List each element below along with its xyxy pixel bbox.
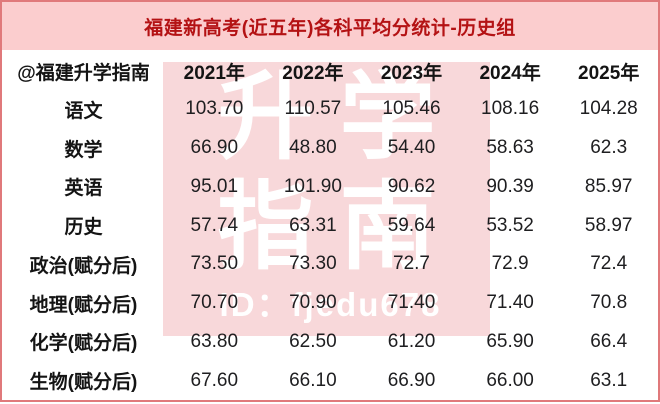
cell-politics-2023: 72.7 — [393, 253, 430, 275]
table-header-source: @福建升学指南 — [17, 62, 150, 84]
page-title: 福建新高考(近五年)各科平均分统计-历史组 — [144, 17, 516, 39]
cell-history-2025: 58.97 — [584, 214, 633, 236]
cell-biology-2024: 66.00 — [486, 369, 534, 391]
cell-english-2025: 85.97 — [584, 175, 633, 197]
title-bar: 福建新高考(近五年)各科平均分统计-历史组 — [2, 2, 658, 50]
row-label-math: 数学 — [64, 139, 103, 161]
cell-geography-2022: 70.90 — [289, 292, 337, 314]
cell-math-2024: 58.63 — [486, 137, 534, 159]
cell-chemistry-2024: 65.90 — [486, 330, 534, 352]
cell-politics-2025: 72.4 — [590, 253, 628, 275]
cell-politics-2022: 73.30 — [289, 253, 337, 275]
cell-biology-2023: 66.90 — [387, 369, 436, 391]
row-label-politics: 政治(赋分后) — [29, 255, 138, 277]
table-header-2025: 2025年 — [578, 62, 640, 84]
cell-chinese-2023: 105.46 — [382, 98, 441, 120]
cell-history-2021: 57.74 — [190, 214, 239, 236]
row-label-english: 英语 — [64, 178, 103, 200]
watermark: 升学 指南 ID：fjedu678 — [163, 62, 490, 336]
table-header-2022: 2022年 — [282, 62, 344, 84]
cell-chemistry-2021: 63.80 — [190, 330, 239, 352]
row-label-chemistry: 化学(赋分后) — [29, 333, 138, 355]
cell-geography-2025: 70.8 — [590, 292, 628, 314]
watermark-id: ID：fjedu678 — [219, 286, 442, 323]
row-label-history: 历史 — [64, 217, 103, 239]
row-label-chinese: 语文 — [64, 100, 103, 122]
cell-biology-2022: 66.10 — [289, 369, 337, 391]
watermark-text-line1: 升学 — [217, 64, 462, 171]
cell-english-2022: 101.90 — [283, 175, 342, 197]
cell-english-2021: 95.01 — [190, 175, 239, 197]
cell-geography-2023: 71.40 — [387, 292, 436, 314]
cell-geography-2024: 71.40 — [486, 292, 534, 314]
cell-math-2022: 48.80 — [289, 137, 337, 159]
cell-chinese-2022: 110.57 — [284, 98, 342, 120]
cell-english-2023: 90.62 — [387, 175, 436, 197]
cell-math-2023: 54.40 — [387, 137, 436, 159]
cell-chemistry-2023: 61.20 — [387, 330, 436, 352]
cell-chinese-2024: 108.16 — [481, 98, 540, 120]
cell-history-2022: 63.31 — [289, 214, 337, 236]
cell-history-2024: 53.52 — [486, 214, 534, 236]
cell-politics-2024: 72.9 — [491, 253, 529, 275]
cell-politics-2021: 73.50 — [190, 253, 239, 275]
row-label-biology: 生物(赋分后) — [29, 372, 138, 394]
cell-history-2023: 59.64 — [387, 214, 436, 236]
cell-chinese-2021: 103.70 — [185, 98, 244, 120]
score-table: @福建升学指南 2021年 2022年 2023年 2024年 2025年 语文… — [2, 52, 658, 400]
cell-biology-2021: 67.60 — [190, 369, 239, 391]
cell-math-2025: 62.3 — [590, 137, 628, 159]
cell-chinese-2025: 104.28 — [579, 98, 638, 120]
cell-chemistry-2025: 66.4 — [590, 330, 628, 352]
row-label-geography: 地理(赋分后) — [29, 294, 138, 316]
table-header-2024: 2024年 — [479, 62, 541, 84]
watermark-text-line2: 指南 — [217, 174, 462, 281]
cell-geography-2021: 70.70 — [190, 292, 239, 314]
cell-biology-2025: 63.1 — [590, 369, 628, 391]
cell-math-2021: 66.90 — [190, 137, 239, 159]
cell-english-2024: 90.39 — [486, 175, 534, 197]
table-header-2021: 2021年 — [183, 62, 245, 84]
cell-chemistry-2022: 62.50 — [289, 330, 337, 352]
table-header-2023: 2023年 — [380, 62, 443, 84]
